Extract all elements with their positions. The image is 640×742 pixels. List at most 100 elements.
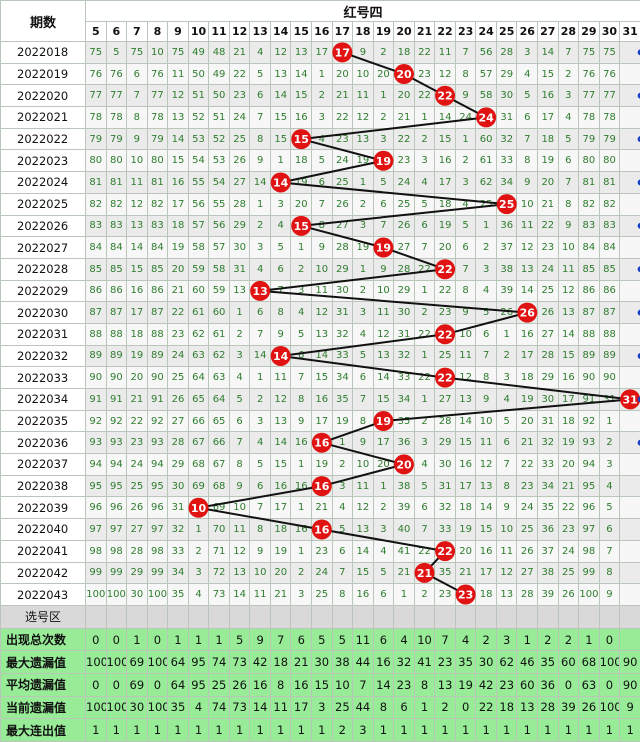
period-cell: 2022039 — [1, 497, 86, 519]
select-cell-13[interactable] — [250, 605, 271, 628]
omission-cell: 25 — [127, 475, 148, 497]
omission-cell: 10 — [373, 280, 394, 302]
select-cell-10[interactable] — [188, 605, 209, 628]
select-cell-16[interactable] — [312, 605, 333, 628]
period-cell: 2022021 — [1, 107, 86, 129]
omission-cell: 18 — [168, 215, 189, 237]
select-cell-22[interactable] — [435, 605, 456, 628]
omission-cell: 23 — [435, 584, 456, 606]
select-cell-27[interactable] — [538, 605, 559, 628]
select-cell-5[interactable] — [86, 605, 107, 628]
omission-cell: 23 — [394, 150, 415, 172]
omission-cell: 25 — [558, 562, 579, 584]
omission-cell: 82 — [147, 193, 168, 215]
select-cell-17[interactable] — [332, 605, 353, 628]
omission-cell: 2 — [291, 258, 312, 280]
omission-cell: 2 — [373, 42, 394, 64]
omission-cell: 11 — [229, 519, 250, 541]
select-cell-24[interactable] — [476, 605, 497, 628]
select-cell-23[interactable] — [455, 605, 476, 628]
omission-cell: 5 — [455, 215, 476, 237]
omission-cell: 66 — [209, 432, 230, 454]
omission-cell: 21 — [332, 85, 353, 107]
select-cell-21[interactable] — [414, 605, 435, 628]
omission-cell: 18 — [558, 410, 579, 432]
omission-cell — [620, 519, 640, 541]
omission-cell: 85 — [86, 258, 107, 280]
omission-cell: 37 — [496, 237, 517, 259]
select-cell-31[interactable] — [620, 605, 640, 628]
omission-cell: 14 — [168, 128, 189, 150]
omission-cell: 1 — [229, 302, 250, 324]
select-cell-19[interactable] — [373, 605, 394, 628]
period-cell: 2022036 — [1, 432, 86, 454]
select-cell-9[interactable] — [168, 605, 189, 628]
stat-value: 0 — [86, 674, 107, 697]
select-cell-12[interactable] — [229, 605, 250, 628]
omission-cell: 69 — [209, 497, 230, 519]
omission-cell: 99 — [106, 562, 127, 584]
omission-cell: 8 — [291, 389, 312, 411]
omission-cell: 91 — [86, 389, 107, 411]
drawn-number-cell — [312, 475, 333, 497]
omission-cell: 80 — [599, 150, 620, 172]
omission-cell: 2 — [496, 345, 517, 367]
omission-cell: 7 — [291, 367, 312, 389]
select-cell-25[interactable] — [496, 605, 517, 628]
omission-cell: 2 — [291, 562, 312, 584]
omission-cell: 19 — [353, 237, 374, 259]
omission-cell: 26 — [394, 215, 415, 237]
select-cell-8[interactable] — [147, 605, 168, 628]
omission-cell: 13 — [558, 302, 579, 324]
period-cell: 2022033 — [1, 367, 86, 389]
stat-value: 35 — [168, 696, 189, 719]
stat-value: 8 — [414, 674, 435, 697]
omission-cell: 20 — [394, 85, 415, 107]
omission-cell — [620, 367, 640, 389]
omission-cell: 23 — [332, 128, 353, 150]
omission-cell: 3 — [291, 280, 312, 302]
omission-cell: 88 — [147, 323, 168, 345]
omission-cell: 49 — [209, 63, 230, 85]
select-cell-30[interactable] — [599, 605, 620, 628]
omission-cell: 2 — [373, 107, 394, 129]
omission-cell: 56 — [209, 215, 230, 237]
select-cell-29[interactable] — [579, 605, 600, 628]
omission-cell: 16 — [168, 172, 189, 194]
select-cell-7[interactable] — [127, 605, 148, 628]
omission-cell: 1 — [312, 63, 333, 85]
select-cell-26[interactable] — [517, 605, 538, 628]
omission-cell: 36 — [538, 519, 559, 541]
drawn-number-cell — [250, 280, 271, 302]
stat-value: 1 — [168, 719, 189, 742]
omission-cell: 11 — [435, 42, 456, 64]
omission-cell: 1 — [476, 215, 497, 237]
omission-cell: 8 — [312, 215, 333, 237]
omission-cell: 11 — [312, 280, 333, 302]
select-cell-14[interactable] — [270, 605, 291, 628]
select-cell-18[interactable] — [353, 605, 374, 628]
omission-cell: 75 — [127, 42, 148, 64]
omission-cell: 3 — [558, 85, 579, 107]
omission-cell: 20 — [517, 410, 538, 432]
omission-cell: 5 — [476, 302, 497, 324]
omission-cell: 22 — [332, 107, 353, 129]
omission-cell: 94 — [147, 454, 168, 476]
omission-cell: 3 — [496, 367, 517, 389]
omission-cell: 13 — [270, 63, 291, 85]
drawn-number-cell — [188, 497, 209, 519]
select-cell-11[interactable] — [209, 605, 230, 628]
select-cell-6[interactable] — [106, 605, 127, 628]
omission-cell — [620, 497, 640, 519]
omission-cell: 6 — [332, 540, 353, 562]
select-cell-15[interactable] — [291, 605, 312, 628]
omission-cell: 6 — [250, 85, 271, 107]
omission-cell: 56 — [188, 193, 209, 215]
omission-cell: 11 — [250, 584, 271, 606]
omission-cell: 32 — [496, 128, 517, 150]
omission-cell: 58 — [476, 85, 497, 107]
select-cell-20[interactable] — [394, 605, 415, 628]
select-cell-28[interactable] — [558, 605, 579, 628]
